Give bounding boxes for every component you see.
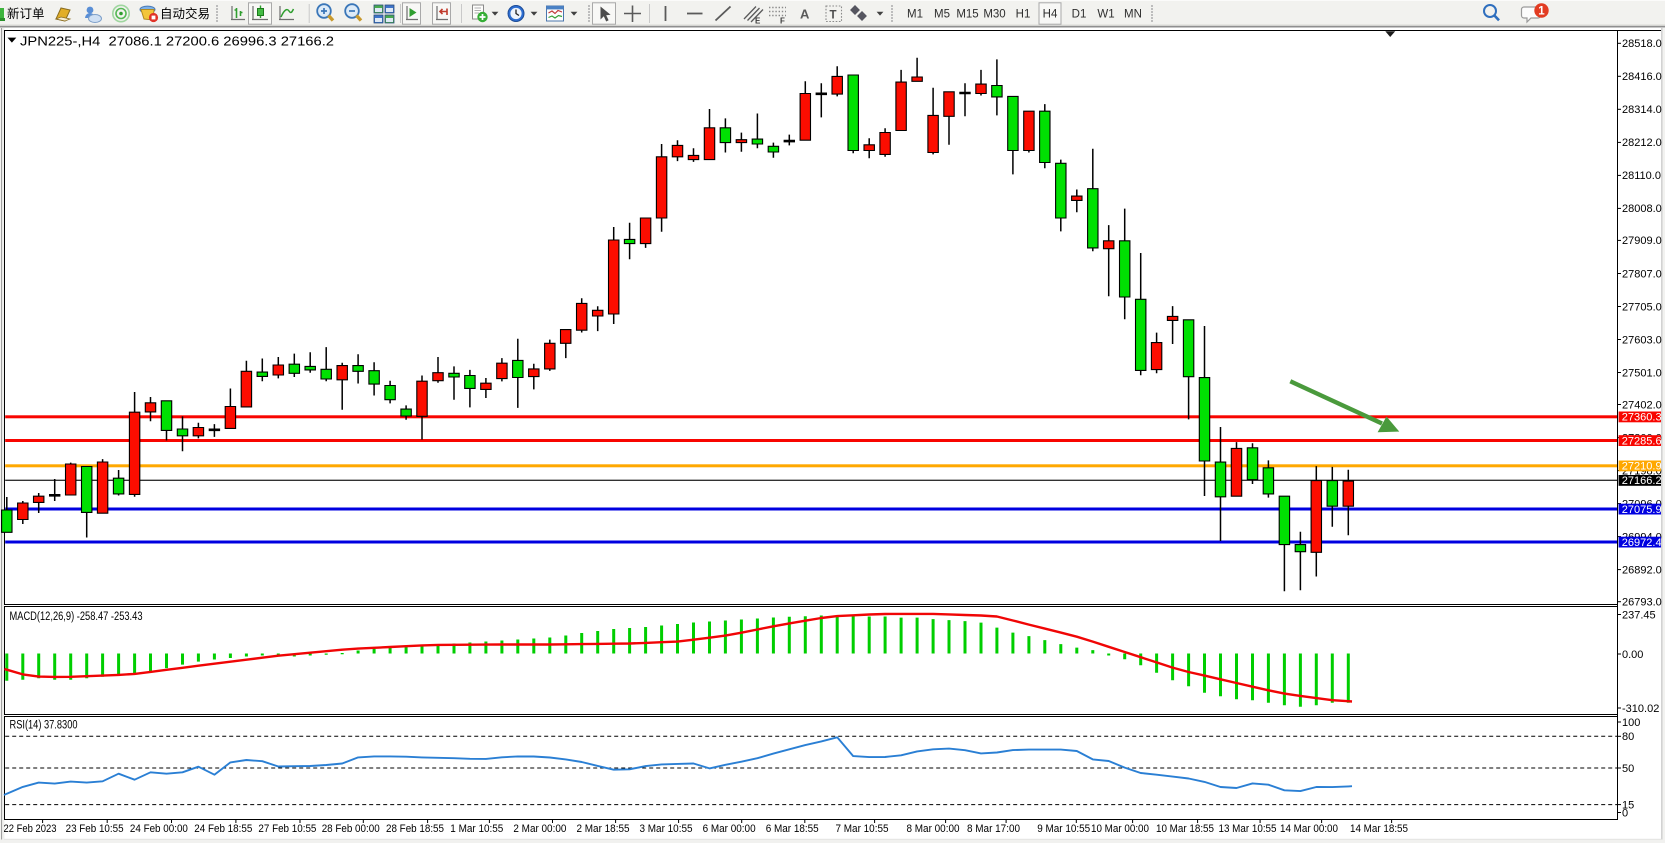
svg-text:24 Feb 00:00: 24 Feb 00:00 (130, 823, 188, 835)
svg-text:7 Mar 10:55: 7 Mar 10:55 (836, 823, 889, 835)
svg-text:2 Mar 18:55: 2 Mar 18:55 (577, 823, 630, 835)
svg-text:H1: H1 (1016, 9, 1031, 21)
svg-text:0: 0 (1622, 807, 1628, 819)
svg-text:M15: M15 (956, 9, 978, 21)
svg-text:15: 15 (1622, 799, 1634, 811)
svg-text:MN: MN (1124, 9, 1142, 21)
svg-text:6 Mar 18:55: 6 Mar 18:55 (766, 823, 819, 835)
svg-text:24 Feb 18:55: 24 Feb 18:55 (194, 823, 252, 835)
svg-text:H4: H4 (1043, 9, 1058, 21)
svg-text:M5: M5 (934, 9, 950, 21)
svg-text:D1: D1 (1072, 9, 1087, 21)
svg-text:14 Mar 18:55: 14 Mar 18:55 (1350, 823, 1408, 835)
svg-text:27360.3: 27360.3 (1622, 412, 1662, 424)
svg-text:27166.2: 27166.2 (1622, 475, 1662, 487)
svg-text:27705.0: 27705.0 (1622, 301, 1662, 313)
svg-text:27285.6: 27285.6 (1622, 435, 1662, 447)
svg-text:28 Feb 18:55: 28 Feb 18:55 (386, 823, 444, 835)
svg-text:23 Feb 10:55: 23 Feb 10:55 (66, 823, 124, 835)
svg-text:RSI(14) 37.8300: RSI(14) 37.8300 (10, 720, 78, 732)
svg-text:27807.0: 27807.0 (1622, 268, 1662, 280)
svg-text:E: E (755, 17, 761, 26)
svg-text:1: 1 (1538, 6, 1545, 18)
svg-text:27909.0: 27909.0 (1622, 235, 1662, 247)
svg-text:A: A (800, 7, 810, 22)
svg-text:27501.0: 27501.0 (1622, 367, 1662, 379)
svg-text:0.00: 0.00 (1622, 649, 1643, 661)
svg-text:237.45: 237.45 (1622, 609, 1656, 621)
svg-text:27075.9: 27075.9 (1622, 504, 1662, 516)
svg-text:10 Mar 00:00: 10 Mar 00:00 (1091, 823, 1149, 835)
svg-text:3 Mar 10:55: 3 Mar 10:55 (640, 823, 693, 835)
svg-text:W1: W1 (1097, 9, 1114, 21)
svg-text:28008.0: 28008.0 (1622, 203, 1662, 215)
svg-text:MACD(12,26,9) -258.47 -253.43: MACD(12,26,9) -258.47 -253.43 (10, 611, 143, 623)
svg-text:M30: M30 (983, 9, 1005, 21)
svg-text:9 Mar 10:55: 9 Mar 10:55 (1037, 823, 1090, 835)
svg-text:26892.0: 26892.0 (1622, 564, 1662, 576)
svg-text:28212.0: 28212.0 (1622, 137, 1662, 149)
svg-text:27 Feb 10:55: 27 Feb 10:55 (258, 823, 316, 835)
svg-text:26793.0: 26793.0 (1622, 597, 1662, 609)
svg-text:8 Mar 17:00: 8 Mar 17:00 (967, 823, 1020, 835)
svg-text:6 Mar 00:00: 6 Mar 00:00 (703, 823, 756, 835)
svg-text:50: 50 (1622, 763, 1634, 775)
svg-text:-310.02: -310.02 (1622, 703, 1659, 715)
svg-text:8 Mar 00:00: 8 Mar 00:00 (907, 823, 960, 835)
svg-text:2 Mar 00:00: 2 Mar 00:00 (513, 823, 566, 835)
svg-text:28314.0: 28314.0 (1622, 104, 1662, 116)
svg-text:14 Mar 00:00: 14 Mar 00:00 (1280, 823, 1338, 835)
svg-text:M1: M1 (907, 9, 923, 21)
svg-text:27402.0: 27402.0 (1622, 399, 1662, 411)
svg-text:1 Mar 10:55: 1 Mar 10:55 (450, 823, 503, 835)
svg-text:28 Feb 00:00: 28 Feb 00:00 (322, 823, 380, 835)
svg-text:22 Feb 2023: 22 Feb 2023 (4, 823, 57, 835)
svg-text:28518.0: 28518.0 (1622, 38, 1662, 50)
svg-text:80: 80 (1622, 731, 1634, 743)
svg-text:100: 100 (1622, 717, 1640, 729)
svg-text:JPN225-,H4 27086.1 27200.6 26: JPN225-,H4 27086.1 27200.6 26996.3 27166… (20, 34, 334, 49)
svg-text:新订单: 新订单 (7, 6, 45, 21)
svg-text:28110.0: 28110.0 (1622, 170, 1661, 182)
svg-text:T: T (830, 9, 837, 21)
svg-text:26972.4: 26972.4 (1622, 537, 1662, 549)
svg-text:自动交易: 自动交易 (160, 6, 210, 21)
svg-text:28416.0: 28416.0 (1622, 71, 1662, 83)
svg-text:13 Mar 10:55: 13 Mar 10:55 (1219, 823, 1277, 835)
svg-text:27210.9: 27210.9 (1622, 461, 1662, 473)
svg-text:27603.0: 27603.0 (1622, 334, 1662, 346)
svg-text:10 Mar 18:55: 10 Mar 18:55 (1156, 823, 1214, 835)
svg-text:F: F (780, 17, 785, 26)
